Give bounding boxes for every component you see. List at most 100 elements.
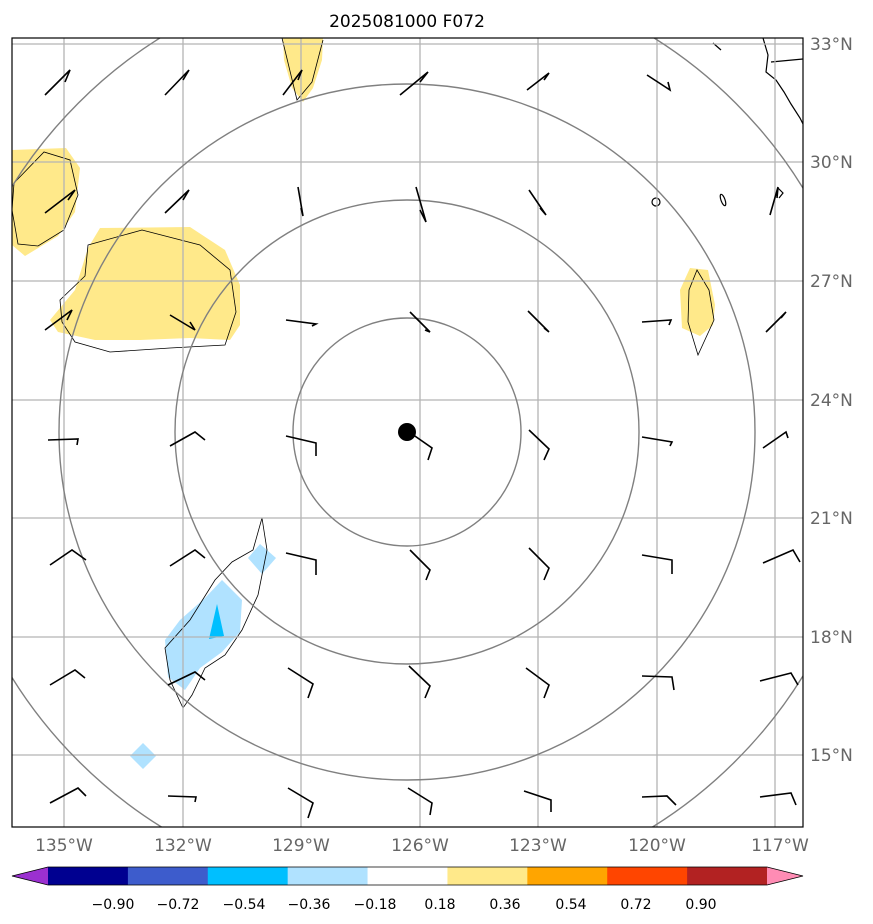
positive-anomaly-area	[283, 38, 323, 102]
lon-label: 126°W	[391, 836, 449, 856]
colorbar-tick-label: −0.36	[288, 897, 331, 913]
colorbar-tick-label: 0.54	[555, 897, 586, 913]
wind-barb	[528, 429, 550, 461]
colorbar-outline	[11, 866, 804, 886]
colorbar	[11, 866, 804, 886]
wind-barb	[44, 309, 73, 331]
wind-barb	[646, 74, 672, 92]
positive-anomaly-area	[50, 227, 240, 340]
lat-label: 15°N	[810, 746, 853, 766]
latitude-labels: 33°N 30°N 27°N 24°N 21°N 18°N 15°N	[810, 35, 853, 766]
wind-barb	[641, 675, 675, 691]
wind-barb	[765, 311, 787, 333]
wind-barb	[164, 69, 190, 96]
storm-center-marker	[398, 423, 416, 441]
wind-barb	[44, 69, 71, 96]
wind-barb	[297, 186, 304, 217]
wind-barb	[49, 669, 86, 686]
lon-label: 120°W	[628, 836, 686, 856]
wind-barb	[167, 795, 197, 803]
negative-anomaly-area	[209, 604, 224, 639]
coastline	[762, 38, 803, 125]
negative-anomaly-area	[248, 544, 276, 574]
wind-barb	[44, 189, 76, 214]
wind-barb	[527, 310, 550, 333]
wind-barb	[167, 671, 206, 686]
lat-label: 21°N	[810, 509, 853, 529]
wind-barb	[762, 548, 801, 564]
wind-barb	[285, 552, 317, 575]
colorbar-tick-label: 0.36	[489, 897, 520, 913]
wind-barb	[408, 665, 431, 699]
wind-barb	[409, 311, 431, 333]
wind-barbs	[44, 69, 801, 819]
colorbar-segment	[287, 867, 369, 885]
colorbar-tick-label: 0.90	[685, 897, 716, 913]
lon-label: 117°W	[751, 836, 809, 856]
colorbar-segment	[367, 867, 448, 885]
colorbar-extend-high	[767, 867, 803, 885]
wind-barb	[49, 549, 87, 566]
wind-barb	[641, 319, 673, 326]
colorbar-tick-label: 0.18	[424, 897, 455, 913]
lat-label: 33°N	[810, 35, 853, 55]
wind-barb	[169, 549, 206, 567]
wind-barb	[526, 72, 550, 91]
coastline	[777, 187, 784, 199]
wind-barb	[415, 186, 427, 223]
map-area	[12, 38, 803, 827]
negative-anomaly-area	[165, 580, 242, 690]
colorbar-segment	[127, 867, 209, 885]
wind-barb	[759, 672, 799, 686]
wind-barb	[411, 433, 433, 461]
wind-barb	[523, 790, 552, 812]
wind-barb	[169, 431, 206, 447]
colorbar-tick-label: −0.18	[354, 897, 397, 913]
colorbar-segment	[447, 867, 528, 885]
lat-label: 24°N	[810, 391, 853, 411]
wind-barb	[525, 667, 550, 699]
colorbar-labels: −0.90 −0.72 −0.54 −0.36 −0.18 0.18 0.36 …	[92, 897, 717, 913]
wind-barb	[287, 667, 314, 699]
island	[651, 197, 661, 207]
colorbar-tick-label: −0.72	[157, 897, 200, 913]
colorbar-tick-label: 0.72	[620, 897, 651, 913]
lat-label: 18°N	[810, 628, 853, 648]
wind-barb	[528, 547, 550, 581]
lon-label: 123°W	[509, 836, 567, 856]
range-rings	[12, 38, 803, 827]
wind-barb	[287, 787, 314, 819]
coastline	[770, 58, 803, 63]
wind-barb	[285, 319, 319, 327]
colorbar-segment	[48, 867, 129, 885]
graticule	[12, 38, 803, 827]
island	[719, 193, 727, 207]
colorbar-segment	[207, 867, 289, 885]
colorbar-segment	[607, 867, 688, 885]
wind-barb	[641, 436, 674, 447]
negative-anomaly-area	[130, 743, 156, 769]
lon-label: 132°W	[154, 836, 212, 856]
lon-label: 129°W	[272, 836, 330, 856]
positive-anomaly-area	[12, 148, 80, 256]
lon-label: 135°W	[35, 836, 93, 856]
wind-barb	[49, 787, 87, 804]
wind-barb	[528, 189, 547, 216]
colorbar-segment	[687, 867, 768, 885]
wind-barb	[409, 549, 431, 581]
lat-label: 27°N	[810, 272, 853, 292]
colorbar-tick-label: −0.54	[223, 897, 266, 913]
wind-barb	[47, 438, 79, 446]
wind-barb	[282, 69, 303, 96]
wind-barb	[407, 787, 433, 816]
wind-barb	[169, 314, 196, 331]
wind-barb	[399, 71, 429, 96]
wind-barb	[641, 554, 673, 574]
wind-barb	[769, 186, 779, 216]
wind-barb	[641, 795, 677, 806]
colorbar-extend-low	[12, 867, 48, 885]
map-title: 2025081000 F072	[329, 12, 485, 32]
map-frame	[11, 37, 804, 828]
wind-barb	[762, 430, 789, 449]
